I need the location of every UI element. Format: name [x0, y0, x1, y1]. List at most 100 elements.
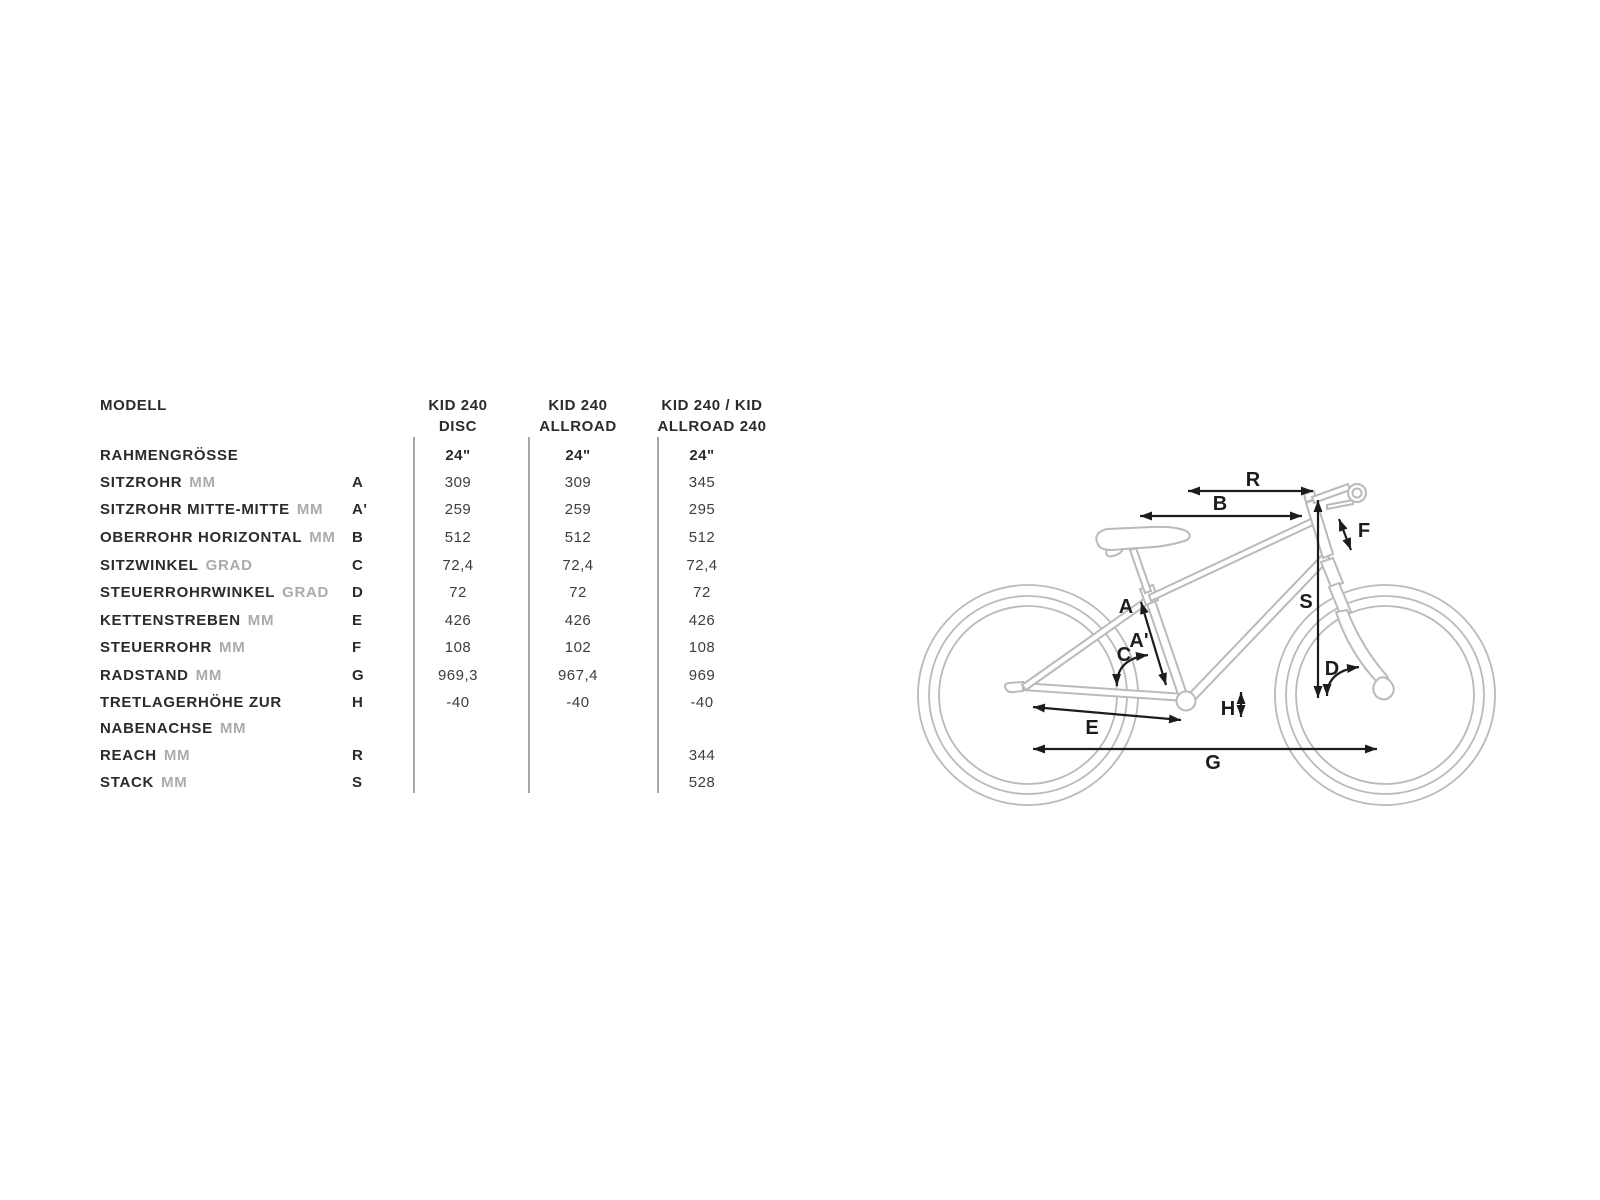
row-label: STEUERROHRWINKEL GRAD [100, 584, 330, 601]
cell-value: 24" [689, 447, 715, 464]
table-row: TRETLAGERHÖHE ZUR H -40 -40 -40 [100, 693, 820, 713]
row-label: KETTENSTREBEN MM [100, 612, 275, 629]
dim-arrow-f [1337, 518, 1353, 551]
row-letter: B [352, 529, 364, 546]
dim-arc-c [1112, 652, 1149, 687]
row-label: SITZROHR MM [100, 474, 216, 491]
cell-value: 309 [444, 474, 472, 491]
row-letter: A' [352, 501, 368, 518]
cell-value: 259 [444, 501, 472, 518]
header-line: ALLROAD [539, 418, 617, 435]
table-row: SITZROHR MITTE-MITTE MM A' 259 259 295 [100, 500, 820, 520]
row-label: SITZWINKEL GRAD [100, 557, 253, 574]
fork-upper [1327, 581, 1353, 618]
table-row: STEUERROHRWINKEL GRAD D 72 72 72 [100, 583, 820, 603]
row-letter: C [352, 557, 364, 574]
row-label: OBERROHR HORIZONTAL MM [100, 529, 336, 546]
cell-value: 426 [564, 612, 592, 629]
dim-label-c: C [1117, 644, 1131, 666]
saddle-rail [1105, 548, 1124, 558]
header-line: KID 240 / KID [661, 397, 763, 414]
cell-value: 969 [688, 667, 716, 684]
dim-label-e: E [1085, 717, 1098, 739]
dim-label-g: G [1205, 752, 1221, 774]
front-dropout [1372, 676, 1395, 701]
row-label: STACK MM [100, 774, 188, 791]
fork-crown [1319, 556, 1345, 589]
dim-label-f: F [1358, 520, 1370, 542]
row-letter: R [352, 747, 364, 764]
table-header-col-allroad240: KID 240 / KID ALLROAD 240 [652, 395, 772, 437]
cell-value: 344 [688, 747, 716, 764]
dim-label-b: B [1213, 493, 1227, 515]
row-letter: A [352, 474, 364, 491]
cell-value: 426 [444, 612, 472, 629]
front-wheel [1274, 584, 1496, 806]
geometry-table: MODELL KID 240 DISC KID 240 ALLROAD KID … [100, 0, 820, 820]
cell-value: 102 [564, 639, 592, 656]
table-row: SITZROHR MM A 309 309 345 [100, 473, 820, 493]
column-divider [413, 437, 415, 793]
dim-label-h: H [1221, 698, 1235, 720]
dim-label-d: D [1325, 658, 1339, 680]
table-row: SITZWINKEL GRAD C 72,4 72,4 72,4 [100, 556, 820, 576]
dim-label-a: A [1119, 596, 1133, 618]
cell-value: 259 [564, 501, 592, 518]
table-row: STEUERROHR MM F 108 102 108 [100, 638, 820, 658]
cell-value: 72,4 [686, 557, 718, 574]
cell-value: 24" [445, 447, 471, 464]
row-label: NABENACHSE MM [100, 720, 247, 737]
table-row-continuation: NABENACHSE MM [100, 719, 820, 739]
cell-value: -40 [566, 694, 590, 711]
header-line: KID 240 [428, 397, 488, 414]
row-label: SITZROHR MITTE-MITTE MM [100, 501, 324, 518]
cell-value: 72 [569, 584, 587, 601]
cell-value: 969,3 [437, 667, 479, 684]
cell-value: 295 [688, 501, 716, 518]
grip-inner [1351, 487, 1363, 499]
cell-value: 24" [565, 447, 591, 464]
cell-value: 72,4 [442, 557, 474, 574]
row-label: REACH MM [100, 747, 191, 764]
cell-value: 528 [688, 774, 716, 791]
row-letter: F [352, 639, 362, 656]
grip [1347, 483, 1367, 503]
bike-frame [1004, 482, 1395, 712]
saddle [1095, 525, 1191, 552]
header-line: DISC [438, 418, 478, 435]
cell-value: 72 [693, 584, 711, 601]
table-header-col-disc: KID 240 DISC [408, 395, 508, 437]
cell-value: 309 [564, 474, 592, 491]
row-letter: H [352, 694, 364, 711]
table-row: RADSTAND MM G 969,3 967,4 969 [100, 666, 820, 686]
dim-label-r: R [1246, 469, 1261, 491]
row-label: STEUERROHR MM [100, 639, 246, 656]
rear-dropout [1004, 680, 1024, 694]
handlebar [1326, 498, 1354, 511]
cell-value: 108 [688, 639, 716, 656]
cell-value: 345 [688, 474, 716, 491]
seat-tube [1141, 587, 1192, 708]
cell-value: 108 [444, 639, 472, 656]
row-label: RAHMENGRÖSSE [100, 447, 239, 464]
chainstay [1021, 681, 1186, 703]
row-letter: E [352, 612, 363, 629]
column-divider [528, 437, 530, 793]
row-label: RADSTAND MM [100, 667, 223, 684]
dim-arc-d [1322, 664, 1360, 697]
down-tube [1185, 551, 1332, 704]
dimension-arrows [1032, 486, 1377, 754]
dim-arrow-e [1032, 703, 1182, 724]
header-line: KID 240 [548, 397, 608, 414]
cell-value: 426 [688, 612, 716, 629]
table-row: STACK MM S 528 [100, 773, 820, 793]
dim-arrow-a [1139, 601, 1168, 686]
cell-value: 512 [444, 529, 472, 546]
row-letter: S [352, 774, 363, 791]
cell-value: 512 [564, 529, 592, 546]
table-row: KETTENSTREBEN MM E 426 426 426 [100, 611, 820, 631]
table-header-col-allroad: KID 240 ALLROAD [528, 395, 628, 437]
cell-value: 72,4 [562, 557, 594, 574]
seatpost [1128, 546, 1153, 595]
